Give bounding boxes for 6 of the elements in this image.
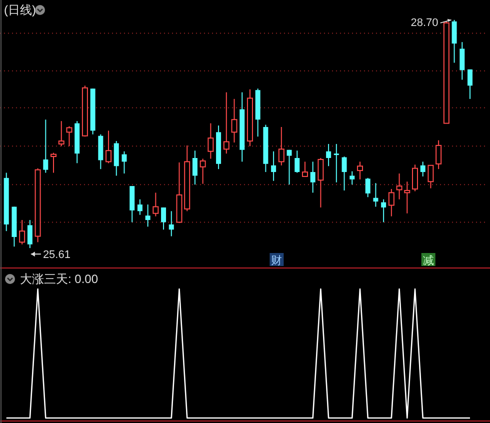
annotation: 25.61 xyxy=(42,249,70,262)
annotation: 减 xyxy=(422,254,434,267)
chart-title: 大涨三天: 0.00 xyxy=(20,272,98,286)
annotation: 28.70 xyxy=(410,16,438,29)
chart-title: (日线) xyxy=(4,3,36,17)
annotation: 财 xyxy=(271,254,282,267)
